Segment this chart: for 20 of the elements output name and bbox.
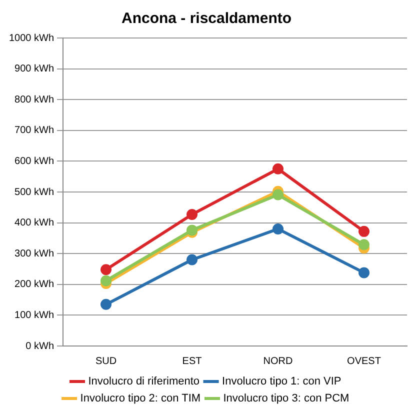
y-tick-label: 200 kWh [14, 279, 54, 290]
x-tick-label: OVEST [347, 356, 381, 367]
y-tick-label: 100 kWh [14, 310, 54, 321]
x-tick-label: NORD [263, 356, 293, 367]
y-tick-label: 700 kWh [14, 125, 54, 136]
y-tick-label: 300 kWh [14, 248, 54, 260]
legend-label: Involucro tipo 2: con TIM [80, 392, 201, 405]
y-tick-label: 600 kWh [14, 156, 54, 167]
chart-title: Ancona - riscaldamento [121, 10, 292, 28]
legend-label: Involucro di riferimento [88, 376, 200, 388]
y-tick-label: 0 kWh [26, 340, 54, 352]
y-tick-label: 800 kWh [14, 94, 54, 106]
y-tick-label: 900 kWh [14, 64, 54, 75]
x-tick-label: SUD [95, 356, 117, 367]
legend-label: Involucro tipo 1: con VIP [222, 376, 342, 388]
x-tick-label: EST [182, 356, 202, 367]
legend-label: Involucro tipo 3: con PCM [223, 392, 350, 405]
y-tick-label: 400 kWh [14, 218, 54, 229]
y-tick-label: 500 kWh [14, 186, 54, 198]
y-tick-label: 1000 kWh [8, 32, 54, 44]
